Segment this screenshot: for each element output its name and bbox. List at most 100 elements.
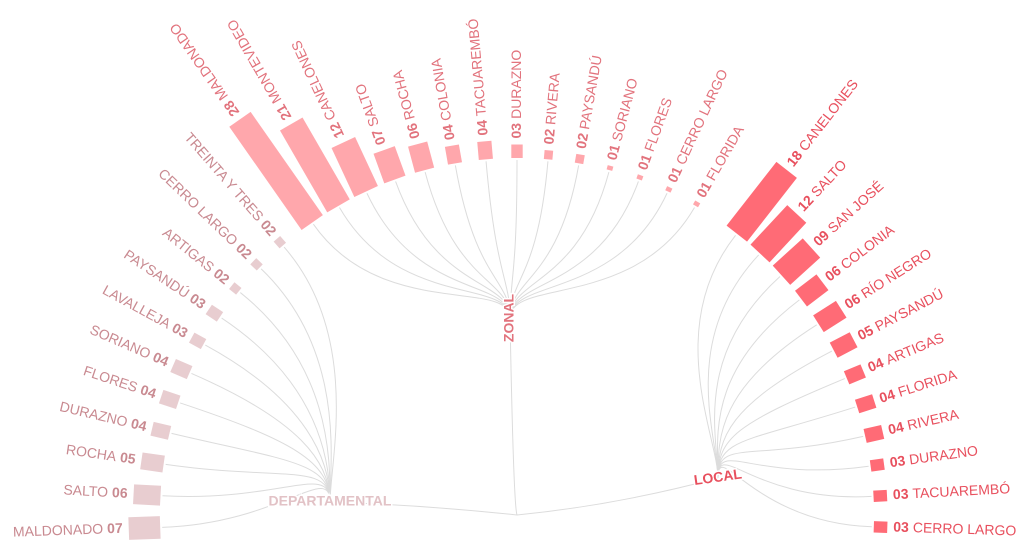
link (717, 378, 845, 479)
bar (665, 186, 673, 193)
bar (511, 144, 523, 158)
bar (829, 332, 858, 358)
value-label: 07 (368, 127, 388, 147)
bar (408, 141, 435, 173)
link (717, 324, 818, 479)
category-name: TACUAREMBÓ (464, 18, 488, 117)
category-name: LAVALLEJA (100, 281, 174, 331)
link (240, 292, 331, 503)
category-name: FLORIDA (702, 122, 747, 183)
category-name: RIVERA (542, 72, 563, 126)
category-name: DURAZNO (508, 50, 524, 119)
value-label: 05 (855, 321, 876, 342)
category-name: MONTEVIDEO (223, 17, 284, 107)
link (485, 161, 511, 319)
value-label: 01 (634, 152, 654, 172)
bar-label: 04 TACUAREMBÓ (464, 18, 490, 136)
link (717, 460, 869, 479)
bar-label: 02PAYSANDÚ (572, 54, 604, 150)
category-name: ROCHA (65, 441, 118, 464)
value-label: 02 (233, 240, 255, 262)
bar (250, 258, 263, 271)
bar-label: 18CANELONES (783, 76, 861, 169)
category-name: CANELONES (795, 76, 861, 154)
bar-label: 03 TACUAREMBÓ (892, 480, 1010, 502)
value-label: 03 (508, 123, 524, 139)
link (260, 268, 332, 503)
bar (229, 111, 323, 231)
group-label: DEPARTAMENTAL (269, 493, 392, 509)
bar-label: ROCHA 05 (65, 441, 137, 467)
bar (273, 235, 287, 249)
bar (692, 200, 701, 208)
category-name: COLONIA (427, 57, 454, 122)
category-name: FLORES (641, 95, 675, 153)
category-name: SALTO (807, 156, 849, 200)
link (509, 193, 668, 319)
bar (444, 144, 462, 165)
category-name: COLONIA (837, 221, 897, 272)
link (179, 402, 331, 503)
links (162, 159, 872, 528)
value-label: 04 (865, 354, 886, 375)
group-label: LOCAL (693, 465, 743, 488)
category-name: ARTIGAS (883, 329, 946, 367)
bar (279, 117, 350, 213)
category-name: MALDONADO (166, 21, 231, 104)
value-label: 12 (326, 120, 347, 141)
link (707, 254, 760, 479)
group-label: ZONAL (501, 293, 517, 342)
link (165, 463, 331, 503)
category-name: CERRO LARGO (913, 519, 1017, 538)
link (509, 165, 580, 319)
bar-label: 04FLORIDA (877, 366, 959, 406)
category-name: ARTIGAS (160, 224, 218, 275)
bar (128, 516, 161, 540)
link (366, 193, 511, 319)
bar-label: 03 CERRO LARGO (893, 518, 1017, 538)
link (329, 501, 518, 516)
bar (843, 364, 866, 385)
category-name: DURAZNO (908, 442, 979, 467)
bar (133, 484, 162, 506)
bar (574, 153, 585, 165)
bar (331, 137, 378, 197)
bar (772, 238, 821, 285)
link (509, 317, 518, 516)
value-label: 07 (107, 519, 123, 536)
value-label: 04 (151, 348, 172, 369)
link (717, 406, 856, 479)
category-name: PAYSANDÚ (872, 285, 946, 334)
link (283, 246, 337, 503)
category-name: MALDONADO (13, 520, 104, 539)
link (509, 207, 695, 319)
bar (750, 205, 807, 263)
bar (543, 150, 554, 160)
bar (873, 489, 888, 503)
link (509, 161, 549, 319)
link (395, 181, 511, 319)
bar (158, 389, 181, 410)
bar (205, 304, 224, 322)
value-label: 04 (877, 386, 897, 406)
bar-label: DURAZNO04 (58, 398, 148, 434)
bar (863, 424, 885, 443)
value-label: 04 (439, 123, 457, 141)
link (339, 207, 511, 319)
value-label: 04 (130, 415, 149, 434)
link (205, 344, 331, 503)
bar-label: CERRO LARGO02 (156, 165, 256, 262)
bar (229, 282, 242, 295)
value-label: 02 (540, 128, 557, 145)
link (162, 483, 331, 503)
value-label: 06 (112, 484, 129, 501)
category-name: SAN JOSÉ (824, 177, 886, 235)
value-label: 01 (664, 164, 685, 185)
bar (869, 458, 885, 472)
bar (636, 174, 644, 181)
link (516, 477, 719, 516)
bar-label: 04ARTIGAS (865, 329, 946, 375)
value-label: 03 (893, 518, 909, 535)
